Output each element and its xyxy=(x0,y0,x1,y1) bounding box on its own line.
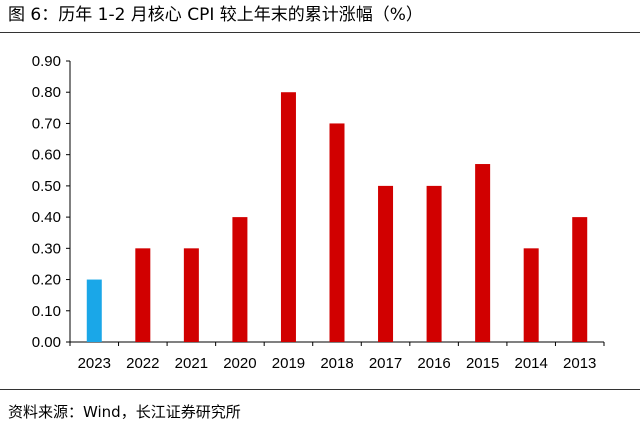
y-tick-label: 0.70 xyxy=(32,115,61,132)
x-tick-label: 2018 xyxy=(320,355,353,372)
x-tick-label: 2016 xyxy=(417,355,450,372)
x-tick-label: 2017 xyxy=(369,355,402,372)
y-tick-label: 0.40 xyxy=(32,209,61,226)
bar-2023 xyxy=(86,279,102,342)
x-tick-label: 2015 xyxy=(466,355,499,372)
source-divider xyxy=(0,389,640,390)
bar-2022 xyxy=(135,248,151,342)
x-tick-label: 2023 xyxy=(78,355,111,372)
title-divider xyxy=(0,32,640,33)
x-tick-label: 2014 xyxy=(514,355,547,372)
y-tick-label: 0.00 xyxy=(32,334,61,351)
bar-2020 xyxy=(232,217,248,342)
y-tick-label: 0.90 xyxy=(32,53,61,70)
bar-2014 xyxy=(523,248,539,342)
bar-2015 xyxy=(475,164,491,342)
y-tick-label: 0.50 xyxy=(32,178,61,195)
figure-title: 图 6：历年 1-2 月核心 CPI 较上年末的累计涨幅（%） xyxy=(8,5,423,25)
source-note: 资料来源：Wind，长江证券研究所 xyxy=(8,403,241,421)
bar-2021 xyxy=(183,248,199,342)
bar-2016 xyxy=(426,185,442,342)
bar-2017 xyxy=(378,185,394,342)
x-tick-label: 2022 xyxy=(126,355,159,372)
bar-2013 xyxy=(572,217,588,342)
x-tick-label: 2019 xyxy=(272,355,305,372)
bar-2019 xyxy=(280,92,296,342)
bar-chart: 0.00 0.10 0.20 0.30 0.40 0.50 0.60 0.70 0.80 0.90… xyxy=(32,53,605,372)
y-tick-label: 0.20 xyxy=(32,272,61,289)
x-tick-label: 2013 xyxy=(563,355,596,372)
y-tick-label: 0.60 xyxy=(32,147,61,164)
bar-2018 xyxy=(329,123,345,342)
y-tick-label: 0.80 xyxy=(32,84,61,101)
x-tick-label: 2020 xyxy=(223,355,256,372)
y-tick-label: 0.10 xyxy=(32,303,61,320)
y-tick-label: 0.30 xyxy=(32,240,61,257)
x-tick-label: 2021 xyxy=(175,355,208,372)
